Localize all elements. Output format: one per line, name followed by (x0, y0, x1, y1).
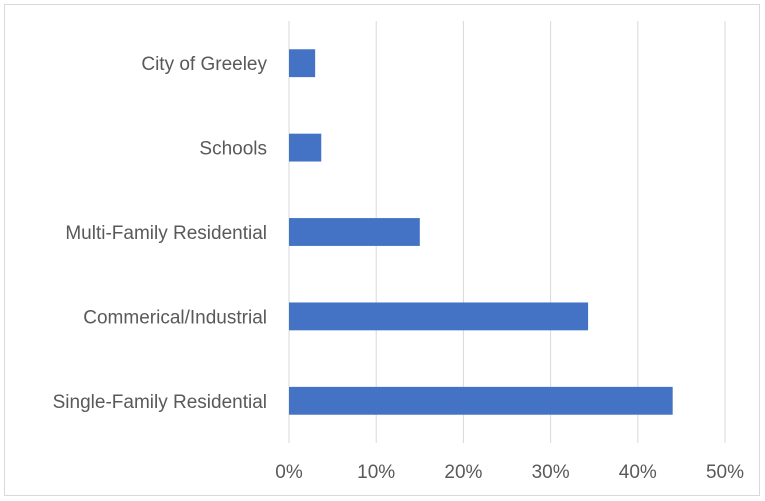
bar (289, 302, 589, 331)
x-tick-label: 50% (706, 462, 744, 483)
category-label: Schools (199, 139, 267, 160)
bar (289, 133, 322, 162)
x-tick-labels: 0% 10% 20% 30% 40% 50% (275, 462, 744, 483)
bar (289, 386, 673, 415)
bar-chart: Single-Family Residential Commerical/Indu… (53, 21, 744, 483)
category-label: Commerical/Industrial (83, 307, 267, 328)
chart-frame: Single-Family Residential Commerical/Indu… (4, 4, 760, 496)
x-tick-label: 10% (357, 462, 395, 483)
bar (289, 49, 316, 78)
x-tick-label: 40% (619, 462, 657, 483)
category-label: City of Greeley (141, 54, 267, 75)
category-labels: Single-Family Residential Commerical/Indu… (53, 54, 268, 413)
x-tick-label: 30% (532, 462, 570, 483)
category-label: Single-Family Residential (53, 392, 267, 413)
grid-lines (288, 21, 726, 443)
bars (289, 49, 673, 415)
category-label: Multi-Family Residential (65, 223, 267, 244)
bar (289, 218, 420, 246)
x-tick-label: 0% (275, 462, 303, 483)
x-tick-label: 20% (444, 462, 482, 483)
